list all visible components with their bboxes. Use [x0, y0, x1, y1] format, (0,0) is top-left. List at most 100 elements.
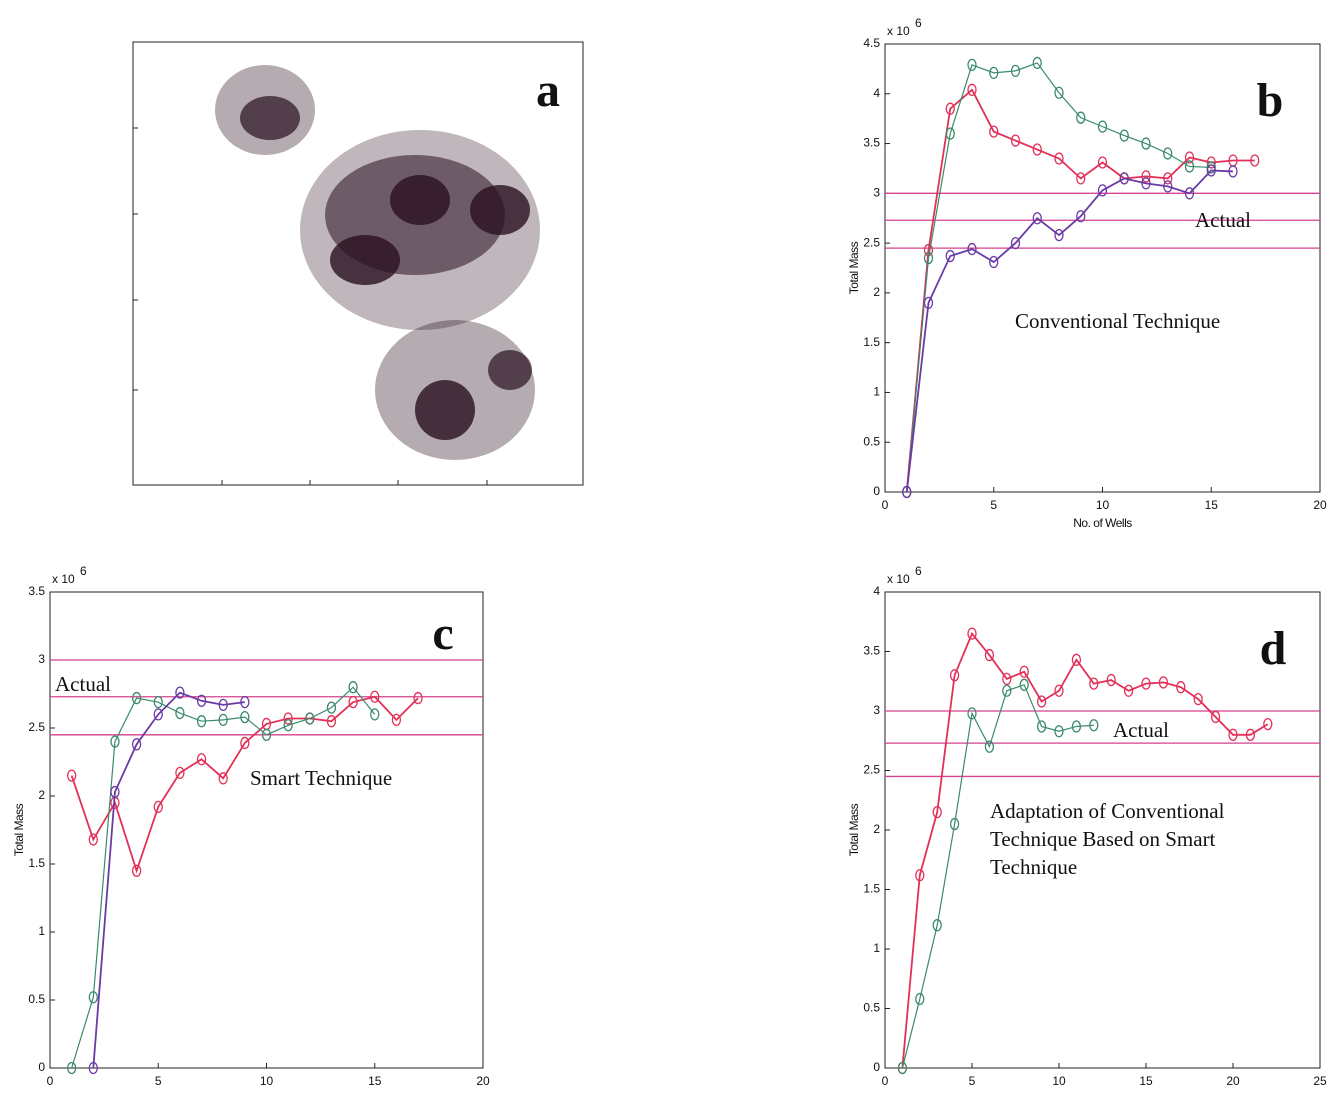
data-point: [989, 125, 999, 138]
series-line: [905, 169, 1234, 493]
data-point: [283, 712, 293, 725]
data-point: [1076, 111, 1086, 124]
data-point: [897, 1061, 908, 1075]
data-point: [153, 800, 163, 814]
y-axis-label: Total Mass: [847, 241, 861, 294]
y-tick-label: 4.5: [863, 36, 880, 50]
panel-a: a: [132, 41, 584, 486]
x-tick-label: 15: [1139, 1074, 1153, 1088]
data-point: [1076, 172, 1086, 185]
data-point: [1193, 692, 1203, 706]
data-point: [1228, 728, 1238, 741]
y-tick-label: 1: [38, 924, 45, 938]
data-point: [932, 806, 942, 819]
panel: 0 5 10 15 20 0 0.5 1 1.5 2 2.5 3 3.5 4 4.5 x 10 6 No. of …: [847, 16, 1327, 530]
panel-label: c: [432, 607, 453, 660]
y-tick-label: 3: [873, 186, 880, 200]
data-point: [967, 58, 977, 72]
data-point: [218, 713, 228, 726]
x-axis-label: No. of Wells: [237, 1092, 296, 1094]
data-point: [1054, 725, 1064, 738]
x-tick-label: 5: [969, 1074, 976, 1088]
data-point: [915, 992, 925, 1006]
data-point: [1119, 172, 1129, 185]
data-point: [110, 785, 120, 799]
y-tick-label: 3.5: [863, 644, 880, 658]
x-tick-label: 0: [882, 498, 889, 512]
data-point: [67, 769, 77, 782]
plume: [215, 65, 540, 460]
data-point: [1036, 720, 1047, 733]
data-point: [1089, 677, 1099, 690]
data-point: [370, 690, 380, 703]
data-point: [1245, 728, 1256, 741]
y-tick-label: 4: [873, 584, 880, 598]
data-point: [1010, 134, 1021, 147]
data-point: [1250, 154, 1260, 167]
data-point: [1123, 684, 1134, 697]
data-point: [1071, 653, 1082, 666]
data-point: [932, 919, 942, 932]
data-point: [1002, 672, 1012, 686]
data-point: [1119, 129, 1129, 142]
data-point: [1032, 212, 1042, 225]
x-tick-label: 15: [1205, 498, 1219, 512]
y-tick-label: 3: [873, 703, 880, 717]
y-tick-label: 2: [38, 788, 45, 802]
data-point: [1054, 228, 1064, 242]
data-point: [1184, 187, 1195, 200]
series-line: [901, 684, 1094, 1069]
data-point: [283, 719, 293, 732]
data-point: [1097, 120, 1108, 133]
data-point: [1206, 164, 1216, 177]
y-axis-label: Total Mass: [12, 803, 26, 856]
data-point: [240, 710, 250, 724]
data-point: [1036, 695, 1047, 708]
data-point: [218, 698, 228, 712]
data-point: [967, 627, 977, 640]
data-point: [1163, 147, 1173, 160]
y-tick-label: 3: [38, 652, 45, 666]
x-axis-label: No. of Wells: [1073, 1092, 1132, 1094]
x-tick-label: 5: [155, 1074, 162, 1088]
panel: 0 5 10 15 20 0 0.5 1 1.5 2 2.5 3 3.5 x 10 6 No. of Well…: [12, 564, 490, 1094]
data-point: [326, 715, 337, 728]
data-point: [1010, 64, 1021, 78]
data-point: [391, 713, 402, 726]
data-point: [1141, 137, 1151, 150]
data-point: [1206, 156, 1216, 169]
y-tick-label: 2.5: [28, 720, 45, 734]
series-line: [906, 62, 1212, 493]
y-scale-label: x 10: [52, 572, 75, 586]
data-point: [1097, 184, 1108, 197]
annotation: Actual: [55, 672, 111, 696]
data-point: [1263, 717, 1273, 731]
data-point: [88, 1061, 98, 1075]
data-point: [326, 701, 337, 714]
data-point: [110, 735, 120, 748]
data-point: [131, 738, 142, 751]
data-point: [370, 708, 380, 721]
x-tick-label: 0: [882, 1074, 889, 1088]
x-tick-label: 20: [476, 1074, 490, 1088]
y-tick-label: 0: [873, 484, 880, 498]
data-point: [902, 485, 912, 499]
data-point: [915, 869, 925, 882]
y-tick-label: 2.5: [863, 763, 880, 777]
data-point: [1054, 684, 1064, 697]
annotation: Smart Technique: [250, 766, 392, 790]
x-tick-label: 15: [368, 1074, 382, 1088]
data-point: [984, 740, 995, 753]
y-tick-label: 1: [873, 941, 880, 955]
annotation: Technique: [990, 855, 1077, 879]
data-point: [196, 694, 207, 707]
y-tick-label: 1: [873, 385, 880, 399]
y-scale-exponent: 6: [80, 564, 87, 578]
y-tick-label: 2.5: [863, 235, 880, 249]
y-tick-label: 0.5: [863, 1001, 880, 1015]
data-point: [1097, 156, 1108, 169]
data-point: [131, 691, 142, 705]
x-tick-label: 25: [1313, 1074, 1327, 1088]
frame-ticks: [133, 127, 488, 485]
